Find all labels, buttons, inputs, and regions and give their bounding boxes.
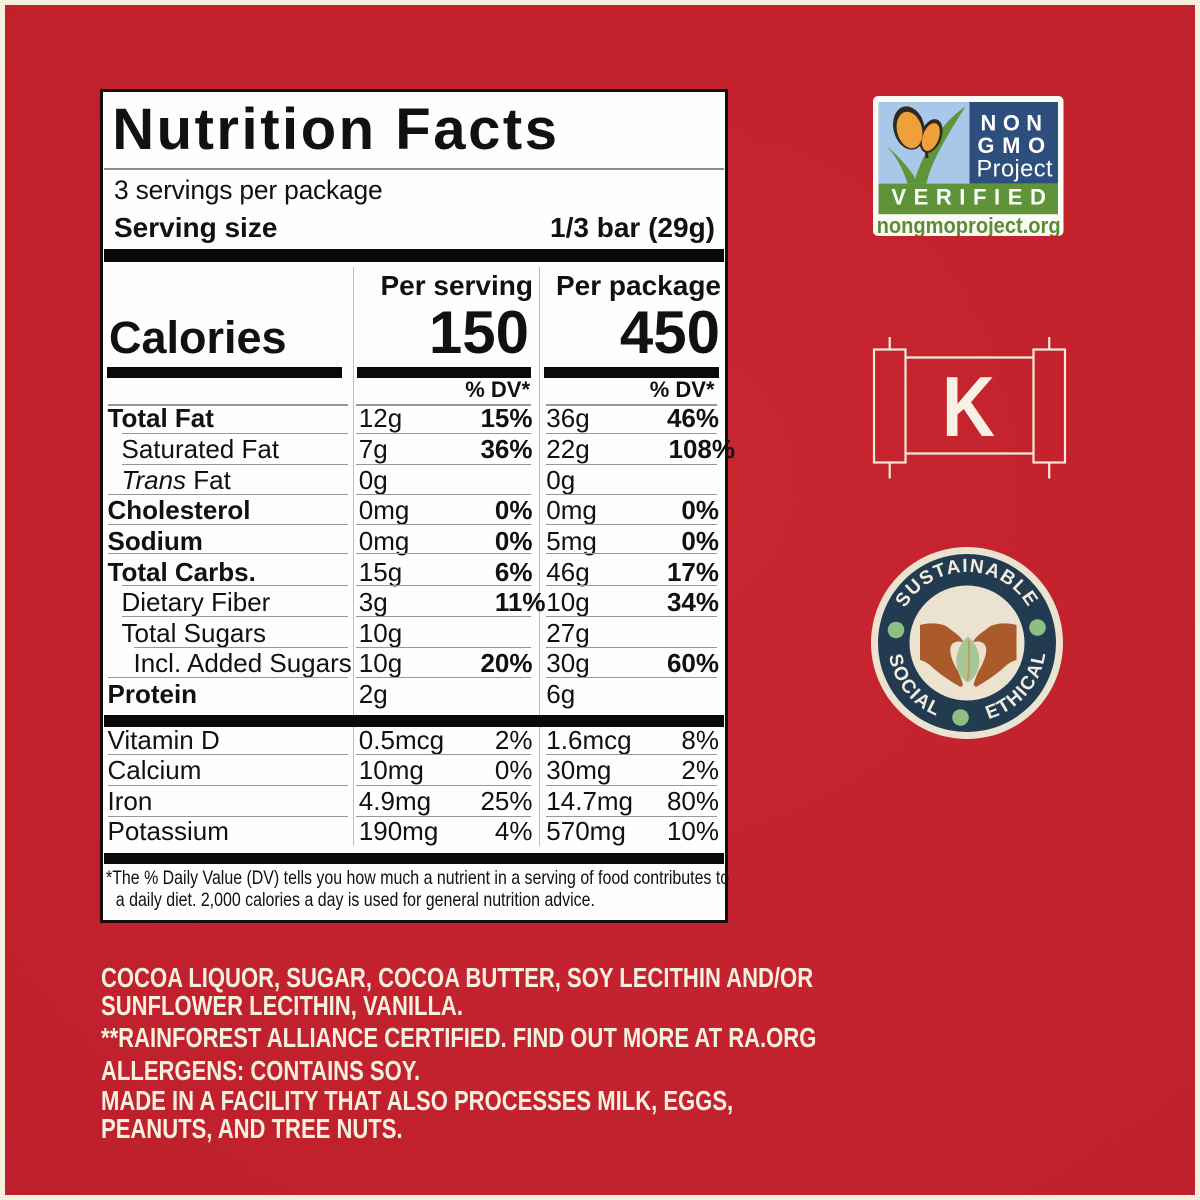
svg-text:NON: NON	[981, 111, 1043, 136]
svg-text:Project: Project	[977, 157, 1053, 183]
svg-text:GMO: GMO	[978, 133, 1046, 158]
svg-text:K: K	[942, 360, 995, 455]
svg-text:nongmoproject.org: nongmoproject.org	[877, 213, 1061, 236]
